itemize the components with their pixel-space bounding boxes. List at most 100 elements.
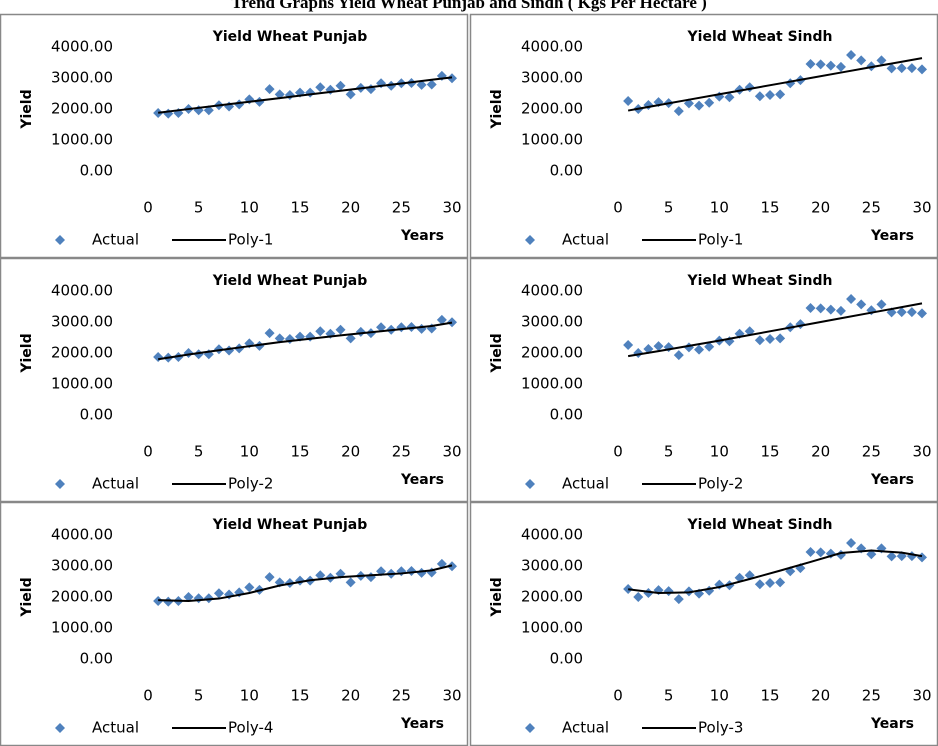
y-tick-label: 0.00	[80, 650, 113, 668]
x-tick-label: 20	[811, 687, 830, 705]
data-point	[213, 588, 224, 599]
y-tick-label: 2000.00	[521, 100, 583, 118]
x-tick-label: 20	[341, 199, 360, 217]
legend-marker	[525, 479, 535, 489]
x-tick-label: 10	[240, 687, 259, 705]
data-point	[264, 328, 275, 339]
data-point	[694, 100, 705, 111]
y-tick-label: 4000.00	[51, 38, 113, 56]
y-tick-label: 4000.00	[521, 282, 583, 300]
x-tick-label: 5	[664, 199, 674, 217]
data-point	[886, 551, 897, 562]
chart-title: Yield Wheat Punjab	[212, 517, 368, 533]
data-point	[163, 596, 174, 607]
figure-title: Trend Graphs Yield Wheat Punjab and Sind…	[231, 0, 707, 12]
x-tick-label: 25	[392, 687, 411, 705]
legend-label: Actual	[562, 231, 609, 249]
data-point	[866, 549, 877, 560]
data-point	[917, 64, 927, 75]
data-point	[183, 592, 194, 602]
data-point	[775, 577, 786, 588]
data-point	[835, 305, 846, 316]
data-point	[633, 592, 644, 602]
x-tick-label: 25	[862, 687, 881, 705]
y-tick-label: 3000.00	[51, 313, 113, 331]
data-point	[315, 82, 326, 93]
x-tick-label: 30	[442, 687, 461, 705]
data-point	[704, 97, 715, 108]
data-point	[396, 322, 407, 333]
x-tick-label: 20	[811, 199, 830, 217]
x-tick-label: 30	[912, 199, 931, 217]
y-tick-label: 3000.00	[521, 313, 583, 331]
data-point	[846, 50, 857, 61]
data-point	[856, 55, 867, 66]
x-tick-label: 20	[811, 443, 830, 461]
data-point	[896, 307, 907, 318]
data-point	[846, 538, 857, 549]
data-point	[906, 307, 917, 318]
data-point	[694, 344, 705, 355]
data-point	[335, 80, 346, 91]
y-tick-label: 1000.00	[51, 619, 113, 637]
data-point	[856, 299, 867, 310]
data-point	[244, 582, 255, 593]
legend-label: Actual	[562, 719, 609, 737]
y-tick-label: 2000.00	[51, 588, 113, 606]
legend-marker	[55, 235, 65, 245]
x-tick-label: 25	[392, 199, 411, 217]
trend-line	[628, 549, 923, 594]
chart-title: Yield Wheat Sindh	[687, 517, 833, 533]
data-point	[876, 299, 887, 310]
data-point	[623, 339, 634, 350]
y-tick-label: 2000.00	[51, 100, 113, 118]
y-axis-title: Yield	[489, 577, 505, 617]
chart-title: Yield Wheat Punjab	[212, 29, 368, 45]
trend-line	[158, 76, 453, 114]
y-axis-title: Yield	[19, 89, 35, 129]
data-point	[765, 578, 775, 589]
y-axis-title: Yield	[489, 333, 505, 373]
legend-label: Poly-4	[228, 719, 273, 737]
legend-marker	[525, 723, 535, 733]
x-tick-label: 30	[912, 687, 931, 705]
y-axis-title: Yield	[489, 89, 505, 129]
x-tick-label: 0	[613, 443, 623, 461]
x-tick-label: 15	[290, 687, 309, 705]
y-tick-label: 3000.00	[51, 557, 113, 575]
data-point	[815, 547, 826, 558]
x-axis-title: Years	[870, 472, 914, 488]
data-point	[406, 321, 417, 332]
y-tick-label: 2000.00	[51, 344, 113, 362]
data-point	[835, 61, 846, 72]
x-axis-title: Years	[870, 716, 914, 732]
x-tick-label: 10	[710, 199, 729, 217]
x-tick-label: 10	[240, 443, 259, 461]
data-point	[917, 308, 927, 319]
data-point	[386, 80, 397, 91]
data-point	[284, 334, 295, 345]
data-point	[345, 89, 356, 100]
y-tick-label: 3000.00	[51, 69, 113, 87]
legend-label: Actual	[562, 475, 609, 493]
data-point	[775, 333, 786, 344]
y-tick-label: 4000.00	[51, 526, 113, 544]
data-point	[805, 59, 816, 70]
chart-title: Yield Wheat Sindh	[687, 273, 833, 289]
data-point	[876, 55, 887, 66]
y-tick-label: 4000.00	[51, 282, 113, 300]
y-tick-label: 2000.00	[521, 344, 583, 362]
data-point	[254, 340, 265, 351]
data-point	[815, 59, 826, 70]
data-point	[365, 84, 376, 95]
x-tick-label: 5	[194, 199, 204, 217]
x-tick-label: 15	[760, 199, 779, 217]
trend-line	[627, 57, 923, 112]
data-point	[264, 572, 275, 583]
x-tick-label: 30	[912, 443, 931, 461]
data-point	[724, 92, 735, 103]
panel-border	[0, 257, 469, 503]
x-tick-label: 10	[710, 443, 729, 461]
data-point	[426, 79, 437, 90]
data-point	[765, 90, 775, 101]
